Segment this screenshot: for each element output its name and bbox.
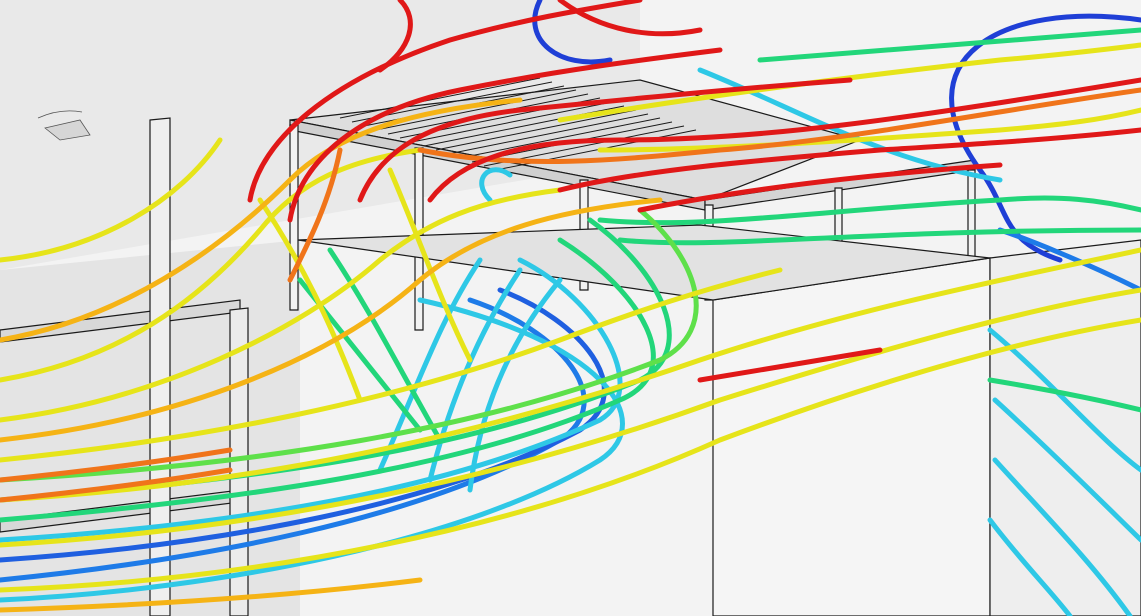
streamline — [757, 27, 1141, 63]
streamline — [0, 237, 656, 523]
streamline — [479, 167, 513, 203]
streamline — [557, 127, 1141, 193]
streamline — [327, 247, 443, 443]
streamline — [532, 0, 613, 65]
streamline — [427, 267, 523, 483]
post-6 — [967, 169, 976, 261]
streamline — [597, 107, 1141, 153]
streamline — [287, 147, 343, 283]
streamline — [997, 227, 1141, 293]
streamline — [987, 517, 1073, 616]
canopy-shelf — [297, 224, 991, 301]
streamline — [987, 377, 1141, 413]
streamline — [0, 267, 783, 463]
right-block — [989, 239, 1141, 616]
streamline — [257, 197, 363, 403]
streamline — [377, 0, 413, 73]
streamline — [0, 467, 233, 503]
streamline — [467, 277, 563, 493]
distant-fixture — [37, 110, 91, 141]
streamline — [0, 287, 1141, 548]
streamline — [387, 167, 473, 363]
streamline — [0, 317, 1141, 593]
streamline — [992, 397, 1141, 543]
streamline — [0, 247, 1141, 503]
streamline — [557, 42, 1141, 123]
streamline — [597, 195, 1141, 226]
streamline — [697, 347, 883, 383]
streamline — [0, 137, 223, 263]
streamline — [617, 227, 1141, 246]
streamline — [357, 77, 853, 203]
streamline — [0, 207, 699, 483]
streamline — [0, 297, 625, 603]
streamline — [637, 162, 1003, 213]
streamline — [427, 77, 1141, 203]
streamline — [377, 257, 483, 473]
streamline — [0, 287, 607, 563]
streamline — [557, 0, 703, 37]
streamline — [417, 87, 1141, 165]
streamline — [0, 447, 233, 483]
streamline — [0, 97, 523, 343]
streamline — [287, 47, 723, 223]
streamline — [0, 187, 563, 423]
streamline — [0, 147, 423, 383]
front-block — [712, 257, 991, 616]
streamline — [992, 457, 1133, 616]
streamline — [0, 577, 423, 613]
streamline — [0, 197, 663, 443]
column-left — [149, 117, 171, 616]
